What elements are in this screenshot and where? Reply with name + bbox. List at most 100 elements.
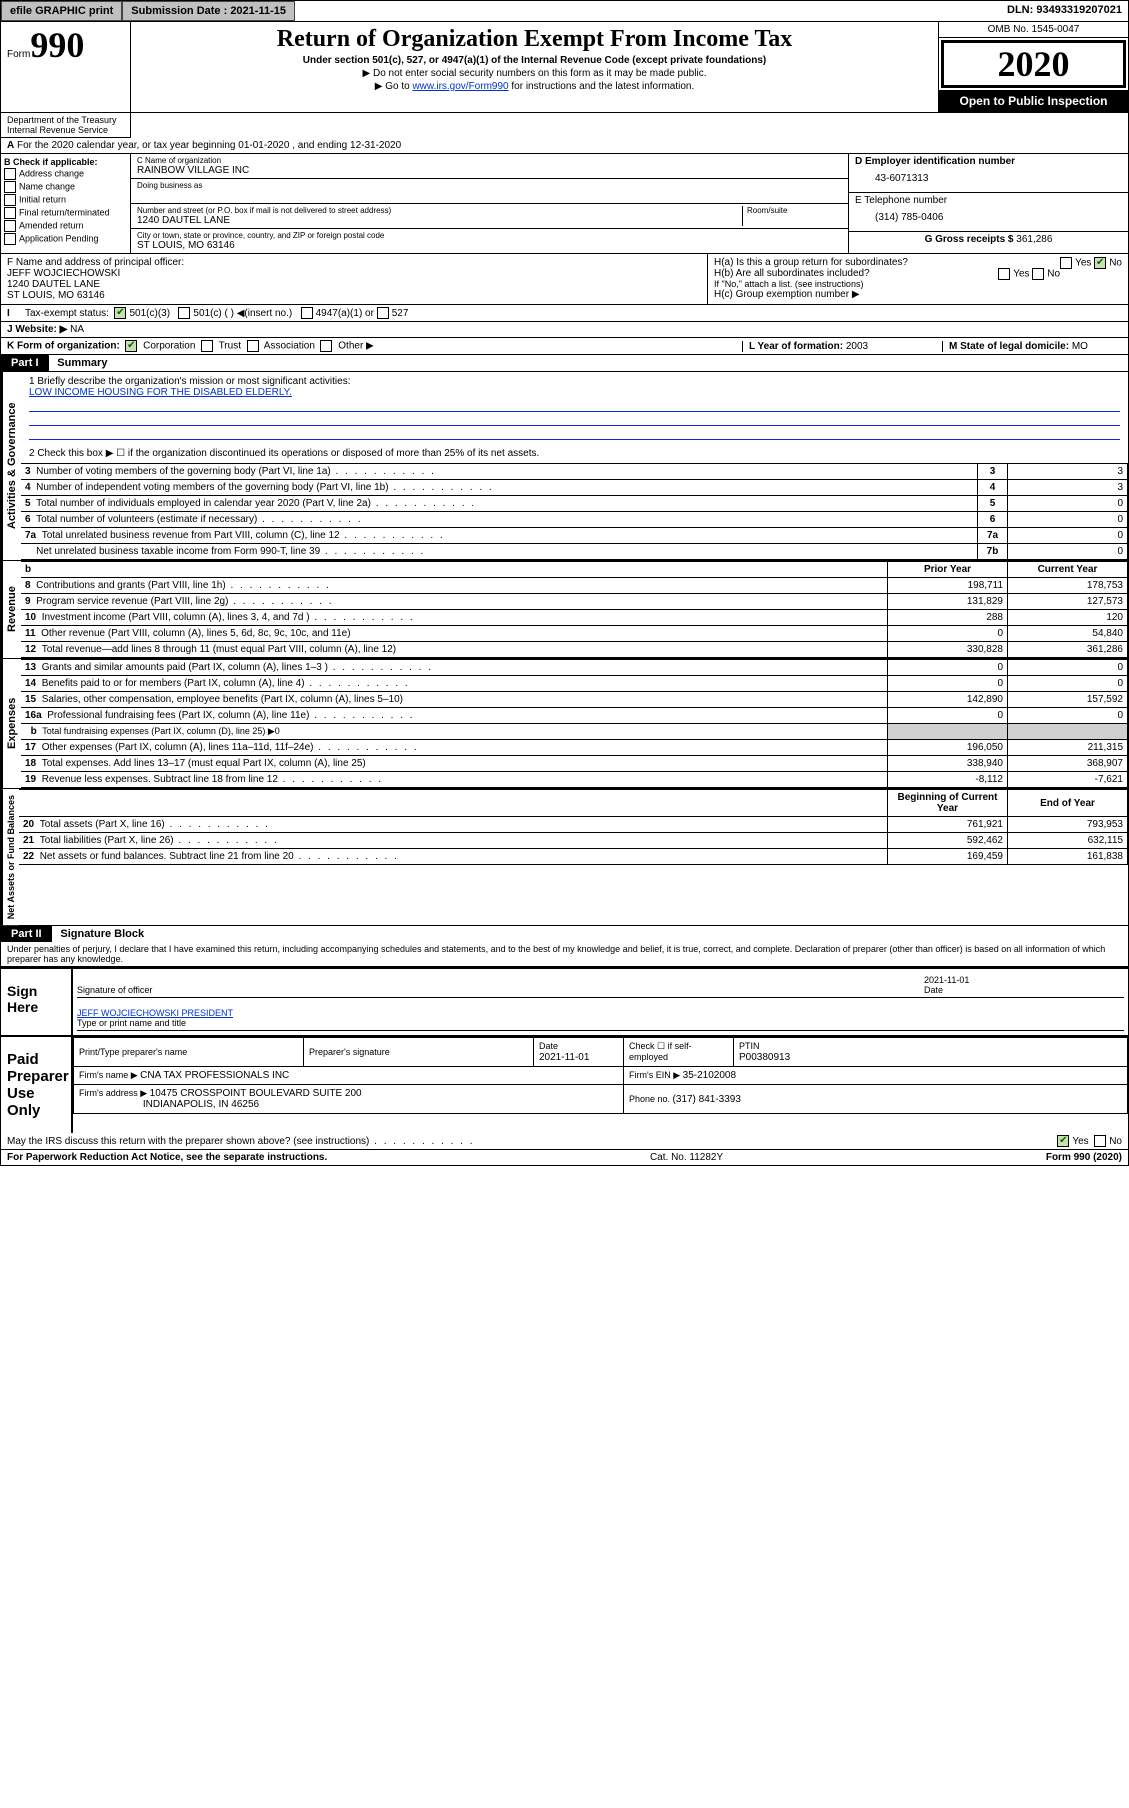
sign-here-label: Sign Here: [1, 969, 71, 1035]
officer-typed-name: JEFF WOJCIECHOWSKI PRESIDENT: [77, 1008, 233, 1018]
submission-date-button[interactable]: Submission Date : 2021-11-15: [122, 1, 295, 21]
ha-yes-cb[interactable]: [1060, 257, 1072, 269]
main-info-grid: B Check if applicable: Address change Na…: [1, 154, 1128, 254]
form-title: Return of Organization Exempt From Incom…: [137, 26, 932, 53]
cb-association[interactable]: [247, 340, 259, 352]
open-inspection: Open to Public Inspection: [939, 90, 1128, 112]
sig-date-hint: Date: [924, 985, 943, 995]
addr-hint: Number and street (or P.O. box if mail i…: [137, 206, 742, 215]
table-row: 22 Net assets or fund balances. Subtract…: [19, 849, 1128, 865]
form-990-page: efile GRAPHIC print Submission Date : 20…: [0, 0, 1129, 1166]
cb-final-return[interactable]: Final return/terminated: [4, 207, 127, 219]
table-row: 15 Salaries, other compensation, employe…: [21, 692, 1128, 708]
paid-preparer-label: Paid Preparer Use Only: [1, 1037, 71, 1133]
table-row: 16a Professional fundraising fees (Part …: [21, 708, 1128, 724]
revenue-section: Revenue bPrior YearCurrent Year 8 Contri…: [1, 561, 1128, 659]
self-employed-cb[interactable]: Check ☐ if self-employed: [629, 1041, 692, 1062]
officer-name: JEFF WOJCIECHOWSKI: [7, 268, 701, 279]
part-i-badge: Part I: [1, 355, 49, 371]
ein-value: 43-6071313: [855, 167, 1122, 190]
ha-no-cb[interactable]: [1094, 257, 1106, 269]
cb-trust[interactable]: [201, 340, 213, 352]
goto-prefix: Go to: [385, 81, 412, 92]
hb-note: If "No," attach a list. (see instruction…: [714, 279, 1122, 289]
mission-block: 1 Briefly describe the organization's mi…: [21, 372, 1128, 444]
hb-no-cb[interactable]: [1032, 268, 1044, 280]
spacer: [295, 1, 1001, 21]
cb-amended-return[interactable]: Amended return: [4, 220, 127, 232]
revenue-table: bPrior YearCurrent Year 8 Contributions …: [21, 561, 1128, 658]
form-number-box: Form990: [1, 22, 131, 112]
prep-date: 2021-11-01: [539, 1052, 589, 1063]
table-row: b Total fundraising expenses (Part IX, c…: [21, 724, 1128, 740]
governance-table: 3 Number of voting members of the govern…: [21, 463, 1128, 560]
omb-number: OMB No. 1545-0047: [939, 22, 1128, 38]
cb-application-pending[interactable]: Application Pending: [4, 233, 127, 245]
vtab-expenses: Expenses: [1, 659, 21, 788]
mission-text: LOW INCOME HOUSING FOR THE DISABLED ELDE…: [29, 387, 1120, 398]
hb-yes-cb[interactable]: [998, 268, 1010, 280]
part-ii-badge: Part II: [1, 926, 52, 942]
dept-line1: Department of the Treasury: [7, 115, 124, 125]
cb-address-change[interactable]: Address change: [4, 168, 127, 180]
discuss-question: May the IRS discuss this return with the…: [7, 1136, 1057, 1147]
year-formation: 2003: [846, 341, 868, 352]
form-label: Form: [7, 49, 30, 60]
vtab-net-assets: Net Assets or Fund Balances: [1, 789, 19, 925]
firm-addr2: INDIANAPOLIS, IN 46256: [143, 1099, 259, 1110]
header-row: Form990 Return of Organization Exempt Fr…: [1, 22, 1128, 113]
cb-corporation[interactable]: [125, 340, 137, 352]
table-row: 11 Other revenue (Part VIII, column (A),…: [21, 626, 1128, 642]
dept-treasury: Department of the Treasury Internal Reve…: [1, 113, 131, 138]
cb-initial-return[interactable]: Initial return: [4, 194, 127, 206]
ein-label: D Employer identification number: [855, 156, 1122, 167]
table-row: 21 Total liabilities (Part X, line 26)59…: [19, 833, 1128, 849]
q2-discontinue: 2 Check this box ▶ ☐ if the organization…: [21, 444, 1128, 463]
discuss-yes-cb[interactable]: [1057, 1135, 1069, 1147]
efile-print-button[interactable]: efile GRAPHIC print: [1, 1, 122, 21]
footer: For Paperwork Reduction Act Notice, see …: [1, 1150, 1128, 1165]
cb-other[interactable]: [320, 340, 332, 352]
dept-line2: Internal Revenue Service: [7, 125, 124, 135]
row-f-h: F Name and address of principal officer:…: [1, 254, 1128, 305]
ha-row: H(a) Is this a group return for subordin…: [714, 257, 1122, 268]
firm-ein: 35-2102008: [683, 1070, 736, 1081]
table-row: Net unrelated business taxable income fr…: [21, 544, 1128, 560]
expenses-table: 13 Grants and similar amounts paid (Part…: [21, 659, 1128, 788]
telephone-cell: E Telephone number (314) 785-0406: [849, 193, 1128, 232]
street-address: 1240 DAUTEL LANE: [137, 215, 742, 226]
cb-501c3[interactable]: [114, 307, 126, 319]
row-j-website: J Website: ▶ NA: [1, 322, 1128, 338]
section-f: F Name and address of principal officer:…: [1, 254, 708, 304]
cb-527[interactable]: [377, 307, 389, 319]
discuss-row: May the IRS discuss this return with the…: [1, 1133, 1128, 1150]
irs-link[interactable]: www.irs.gov/Form990: [412, 81, 508, 92]
cb-501c[interactable]: [178, 307, 190, 319]
row-a-tax-year: A For the 2020 calendar year, or tax yea…: [1, 138, 1128, 154]
cb-4947a1[interactable]: [301, 307, 313, 319]
footer-cat: Cat. No. 11282Y: [327, 1152, 1046, 1163]
activities-governance-section: Activities & Governance 1 Briefly descri…: [1, 372, 1128, 561]
tel-value: (314) 785-0406: [855, 206, 1122, 229]
vtab-gov: Activities & Governance: [1, 372, 21, 560]
f-label: F Name and address of principal officer:: [7, 257, 701, 268]
goto-suffix: for instructions and the latest informat…: [509, 81, 695, 92]
firm-phone: (317) 841-3393: [673, 1094, 741, 1105]
address-cell: Number and street (or P.O. box if mail i…: [131, 204, 848, 229]
table-row: 19 Revenue less expenses. Subtract line …: [21, 772, 1128, 788]
ein-cell: D Employer identification number 43-6071…: [849, 154, 1128, 193]
tel-label: E Telephone number: [855, 195, 1122, 206]
col-b-title: B Check if applicable:: [4, 157, 98, 167]
expenses-section: Expenses 13 Grants and similar amounts p…: [1, 659, 1128, 789]
part-ii-header: Part II Signature Block: [1, 926, 1128, 942]
dln-label: DLN: 93493319207021: [1001, 1, 1128, 21]
name-hint: Type or print name and title: [77, 1018, 186, 1028]
table-row: 10 Investment income (Part VIII, column …: [21, 610, 1128, 626]
discuss-no-cb[interactable]: [1094, 1135, 1106, 1147]
net-assets-table: Beginning of Current YearEnd of Year 20 …: [19, 789, 1128, 865]
cb-name-change[interactable]: Name change: [4, 181, 127, 193]
officer-addr2: ST LOUIS, MO 63146: [7, 290, 701, 301]
net-assets-section: Net Assets or Fund Balances Beginning of…: [1, 789, 1128, 926]
dba-cell: Doing business as: [131, 179, 848, 204]
website-value: NA: [70, 324, 84, 335]
